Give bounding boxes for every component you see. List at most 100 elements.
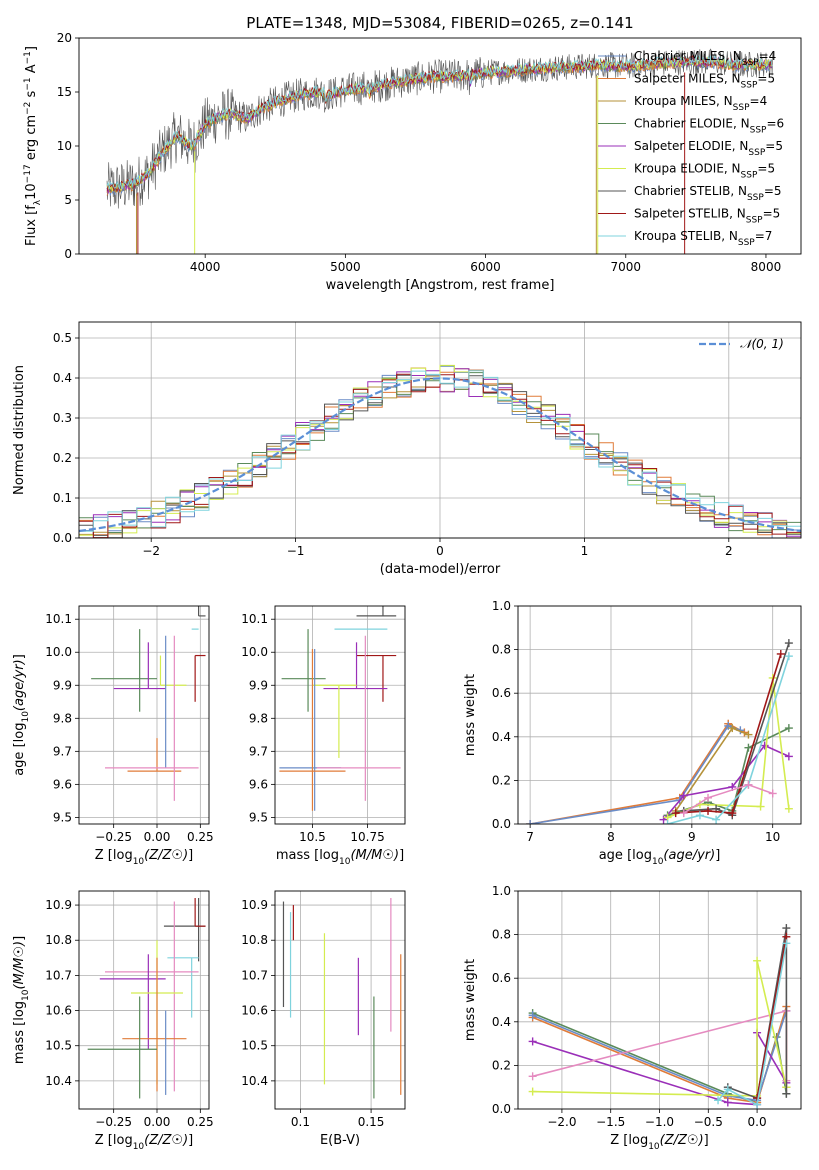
x-axis-label: Z [log10(Z/Z☉)]: [95, 1133, 193, 1152]
tick-label-x: −1.0: [645, 1115, 674, 1129]
tick-label-x: 8000: [751, 260, 782, 274]
tick-label-x: 1: [581, 544, 589, 558]
spectrum-model-line: [106, 55, 773, 193]
tick-label-x: 9: [688, 830, 696, 844]
plot-area: [87, 898, 206, 1099]
tick-label-y: 15: [57, 85, 72, 99]
tick-label-y: 0.0: [53, 531, 72, 545]
y-axis-label: mass [log10(M/M☉)]: [12, 936, 31, 1064]
series-line: [717, 943, 788, 1106]
label-part: −1: [23, 77, 33, 90]
label-part: s: [24, 90, 39, 101]
label-part: =5: [757, 162, 775, 176]
panel-massweight_vs_Z: −2.0 −1.5 −1.0 −0.5 0.0 0.0 0.2 0.4 0.6 0.8 1.0 Z […: [463, 884, 802, 1152]
axes-frame: [78, 37, 802, 255]
tick-label-y: 10.7: [45, 968, 72, 982]
legend-label: Kroupa STELIB, NSSP=7: [634, 229, 772, 248]
tick-label-y: 10.9: [241, 898, 268, 912]
tick-label-x: 10: [765, 830, 780, 844]
tick-label-y: 10.1: [241, 612, 268, 626]
label-part: =5: [763, 207, 781, 221]
tick-label-y: 9.6: [53, 777, 72, 791]
axes-frame: [274, 890, 406, 1110]
plot-area: [528, 924, 791, 1109]
legend-label: Chabrier ELODIE, NSSP=6: [634, 117, 784, 136]
tick-label-y: 0.4: [492, 1015, 511, 1029]
label-part: age [log: [12, 723, 27, 776]
tick-label-x: 6000: [470, 260, 501, 274]
tick-label-y: 5: [64, 193, 72, 207]
label-part: −17: [23, 164, 33, 183]
y-axis-label: age [log10(age/yr)]: [12, 654, 31, 776]
tick-label-y: 0.6: [492, 686, 511, 700]
tick-label-x: −1.5: [596, 1115, 625, 1129]
panel-mass_vs_ebv: 0.1 0.15 10.4 10.5 10.6 10.7 10.8 10.9 E(B-V): [241, 890, 406, 1148]
label-part: Kroupa MILES, N: [634, 94, 733, 108]
spectrum-model-line: [106, 54, 773, 190]
tick-label-x: 0.15: [358, 1115, 385, 1129]
label-part: Kroupa STELIB, N: [634, 229, 738, 243]
label-part: 10: [21, 711, 31, 723]
tick-label-y: 0.3: [53, 411, 72, 425]
x-axis-label: wavelength [Angstrom, rest frame]: [326, 278, 555, 293]
tick-label-x: 4000: [190, 260, 221, 274]
panel-age_vs_mass: 10.5 10.75 9.5 9.6 9.7 9.8 9.9 10.0 10.1 mass [lo…: [241, 605, 406, 867]
label-part: A: [24, 64, 39, 77]
label-part: (age/yr): [663, 848, 715, 863]
label-part: 10: [21, 989, 31, 1001]
legend-label: Salpeter ELODIE, NSSP=5: [634, 139, 783, 158]
label-part: Flux [f: [24, 205, 39, 246]
series-line: [756, 936, 788, 1099]
tick-label-y: 0.8: [492, 643, 511, 657]
tick-label-y: 1.0: [492, 884, 511, 898]
x-axis-label: Z [log10(Z/Z☉)]: [610, 1133, 708, 1152]
tick-label-y: 10.4: [241, 1074, 268, 1088]
tick-label-x: −0.5: [694, 1115, 723, 1129]
label-part: =5: [765, 139, 783, 153]
label-part: SSP: [750, 126, 767, 136]
label-part: Chabrier STELIB, N: [634, 184, 747, 198]
label-part: (age/yr): [12, 659, 27, 711]
label-part: ]: [188, 1133, 193, 1148]
plot-area: [282, 898, 402, 1099]
axes-frame: [274, 605, 406, 825]
label-part: SSP: [738, 238, 755, 248]
label-part: SSP: [741, 171, 758, 181]
panel-age_vs_Z: −0.25 0.00 0.25 9.5 9.6 9.7 9.8 9.9 10.0 10.1 Z [l…: [12, 605, 214, 867]
series-line: [683, 783, 773, 814]
y-axis-label: mass weight: [463, 959, 478, 1041]
tick-label-y: 9.6: [249, 777, 268, 791]
tick-label-x: 0: [436, 544, 444, 558]
label-part: Salpeter STELIB, N: [634, 207, 746, 221]
label-part: 10: [339, 857, 351, 867]
legend-label: Chabrier MILES, NSSP=4: [634, 49, 776, 68]
series-line: [675, 653, 782, 814]
label-part: (M/M☉): [12, 941, 27, 990]
panel-mass_vs_Z: −0.25 0.00 0.25 10.4 10.5 10.6 10.7 10.8 10.9 Z […: [12, 890, 214, 1152]
y-axis-label: Normed distribution: [12, 365, 27, 495]
tick-label-x: 0.00: [144, 830, 171, 844]
series-line: [667, 655, 790, 824]
label-part: (M/M☉): [350, 848, 399, 863]
label-part: Z [log: [95, 848, 133, 863]
tick-label-y: 10.6: [241, 1004, 268, 1018]
histogram-step: [79, 370, 801, 532]
label-part: (Z/Z☉): [144, 1133, 188, 1148]
plot-area: [106, 48, 773, 254]
tick-label-x: −0.25: [95, 1115, 132, 1129]
label-part: =6: [766, 117, 784, 131]
tick-label-y: 0.6: [492, 971, 511, 985]
label-part: λ: [33, 199, 43, 205]
tick-label-y: 10.4: [45, 1074, 72, 1088]
tick-label-y: 10.0: [241, 645, 268, 659]
histogram-step: [79, 364, 801, 538]
tick-label-y: 9.7: [249, 744, 268, 758]
tick-label-x: 2: [725, 544, 733, 558]
x-axis-label: mass [log10(M/M☉)]: [276, 848, 404, 867]
tick-label-y: 0.0: [492, 1102, 511, 1116]
tick-label-y: 0: [64, 247, 72, 261]
tick-label-y: 9.9: [53, 678, 72, 692]
tick-label-x: 8: [607, 830, 615, 844]
plot-area: [91, 606, 206, 801]
tick-label-y: 0.4: [492, 730, 511, 744]
